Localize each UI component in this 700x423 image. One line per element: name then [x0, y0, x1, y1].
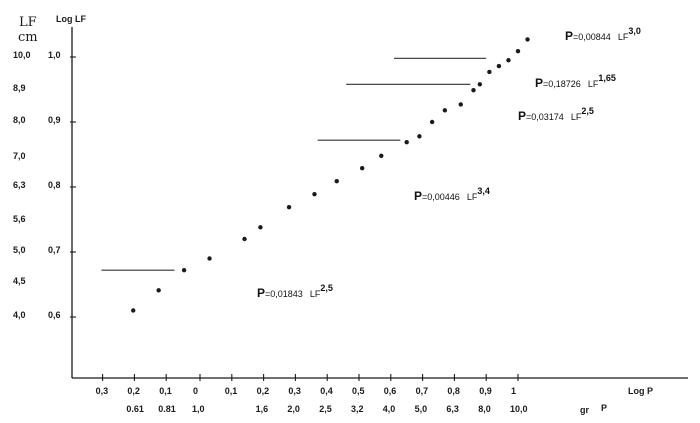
- y-secondary-tick-label: 8,9: [13, 82, 26, 93]
- equation-1-exp: 3,0: [628, 26, 641, 36]
- equation-3: P=0,03174 LF2,5: [518, 106, 594, 123]
- data-point: [471, 87, 476, 93]
- equation-2-coef: =0,18726: [543, 79, 581, 89]
- y-tick-label: 0,7: [48, 245, 61, 255]
- data-point: [404, 139, 409, 145]
- equation-4-lhs: P: [414, 189, 423, 203]
- x-tick-label: 0,3: [288, 386, 301, 396]
- x-secondary-tick-label: 1,0: [192, 404, 205, 414]
- x-secondary-tick-label: 5,0: [414, 404, 428, 414]
- data-point: [525, 37, 530, 42]
- y-secondary-tick-label: 4,0: [13, 310, 26, 320]
- x-secondary-tick-label: 10,0: [510, 404, 528, 414]
- x-tick-label: 0,9: [479, 386, 492, 396]
- x-axis-ticks: [102, 374, 519, 381]
- x-secondary-tick-label: 2,0: [287, 404, 300, 414]
- equation-5-coef: =0,01843: [265, 289, 303, 299]
- x-secondary-tick-label: 8,0: [478, 404, 491, 414]
- y-tick-label: 0,9: [48, 115, 61, 125]
- data-point: [417, 134, 422, 139]
- equation-5-exp: 2,5: [320, 283, 333, 293]
- equation-4-base: LF: [466, 192, 478, 202]
- x-tick-label: 0,5: [352, 386, 365, 396]
- x-tick-label: 0: [193, 386, 199, 396]
- equation-1: P=0,00844 LF3,0: [565, 26, 641, 43]
- x-tick-label: 0,2: [256, 386, 270, 396]
- data-point: [156, 288, 161, 293]
- data-point: [506, 58, 511, 63]
- x-tick-label: 0,2: [127, 386, 140, 396]
- equation-3-coef: =0,03174: [526, 112, 564, 122]
- x-tick-label: 0,6: [383, 386, 397, 396]
- x-tick-label: 0,3: [95, 386, 109, 396]
- x-primary-title: Log P: [628, 386, 653, 396]
- data-point: [131, 308, 136, 313]
- x-tick-label: 0,4: [320, 386, 333, 396]
- equation-5: P=0,01843 LF2,5: [257, 283, 333, 300]
- y-secondary-tick-label: 5,6: [13, 213, 26, 224]
- y-secondary-title-lf: LF: [19, 15, 37, 30]
- x-secondary-tick-label: 0.81: [158, 404, 176, 414]
- x-tick-label: 0,1: [224, 386, 238, 396]
- data-point: [515, 48, 521, 54]
- y-tick-label: 0,6: [48, 310, 61, 320]
- y-axis-ticks: [70, 56, 76, 318]
- data-point: [359, 165, 365, 171]
- equation-3-base: LF: [570, 112, 582, 122]
- x-secondary-tick-label: 6,3: [446, 404, 459, 414]
- data-point: [207, 256, 212, 261]
- data-point: [334, 178, 339, 184]
- data-point: [258, 225, 263, 230]
- equation-2-base: LF: [587, 79, 599, 89]
- data-point: [458, 102, 463, 107]
- x-tick-label: 0,8: [447, 386, 460, 396]
- equation-2-exp: 1,65: [598, 73, 616, 83]
- equation-1-base: LF: [617, 32, 629, 42]
- equation-4-exp: 3,4: [477, 186, 490, 196]
- y-tick-label: 0,8: [48, 180, 61, 190]
- data-point: [442, 108, 448, 113]
- y-secondary-tick-label: 7,0: [13, 150, 26, 161]
- y-secondary-tick-label: 6,3: [13, 180, 26, 190]
- data-point: [496, 63, 502, 69]
- segment-break-lines: [101, 57, 487, 271]
- equation-2-lhs: P: [535, 76, 544, 90]
- data-point: [181, 268, 187, 273]
- x-secondary-tick-label: 0.61: [126, 404, 144, 414]
- x-tick-label: 1: [511, 386, 517, 396]
- equation-5-base: LF: [309, 289, 321, 299]
- y-secondary-tick-label: 4,5: [13, 275, 26, 286]
- data-point: [242, 236, 247, 242]
- equation-3-exp: 2,5: [581, 106, 594, 116]
- x-tick-label: 0,7: [415, 386, 429, 396]
- y-secondary-tick-label: 8,0: [13, 115, 26, 125]
- equation-1-coef: =0,00844: [573, 32, 611, 42]
- x-secondary-tick-label: 4,0: [382, 404, 396, 414]
- equation-2: P=0,18726 LF1,65: [535, 73, 616, 90]
- y-secondary-tick-label: 5,0: [13, 245, 26, 255]
- data-points: [131, 37, 530, 313]
- data-point: [286, 204, 292, 210]
- x-secondary-tick-label: 3,2: [351, 404, 364, 414]
- equation-4-coef: =0,00446: [422, 192, 460, 202]
- x-tick-label: 0,1: [159, 386, 172, 396]
- x-secondary-tick-label: 2,5: [319, 404, 332, 414]
- x-secondary-title-gr: gr: [580, 405, 589, 415]
- equation-3-lhs: P: [518, 109, 527, 123]
- y-tick-label: 1,0: [48, 50, 61, 60]
- data-point: [487, 69, 492, 75]
- equation-1-lhs: P: [565, 29, 574, 43]
- data-point: [429, 119, 435, 125]
- y-primary-title: Log LF: [56, 14, 86, 24]
- y-secondary-title-cm: cm: [18, 30, 38, 45]
- data-point: [477, 82, 483, 87]
- data-point: [312, 191, 317, 197]
- equation-5-lhs: P: [257, 286, 266, 300]
- data-point: [379, 153, 384, 158]
- equation-4: P=0,00446 LF3,4: [414, 186, 490, 203]
- y-secondary-tick-label: 10,0: [13, 50, 31, 60]
- x-secondary-tick-label: 1,6: [255, 404, 269, 414]
- x-secondary-title-p: P: [601, 403, 608, 413]
